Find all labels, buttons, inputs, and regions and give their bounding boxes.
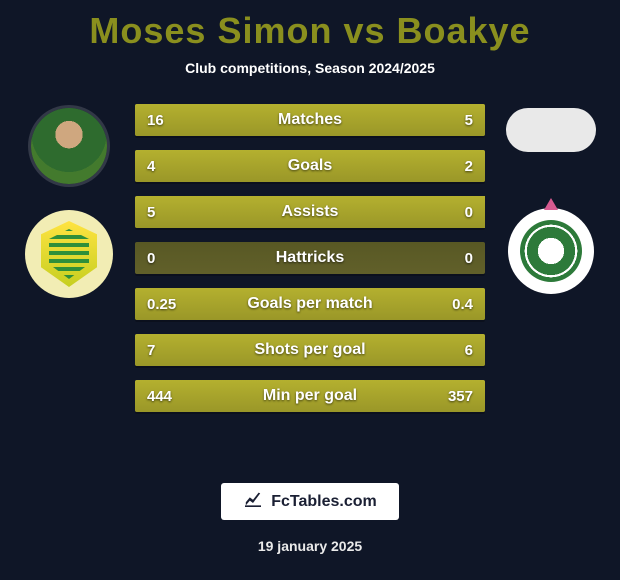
stat-row: 5Assists0 [135, 196, 485, 228]
stat-label: Matches [202, 111, 418, 129]
stat-left-value: 0.25 [147, 296, 202, 313]
club-left-badge [25, 210, 113, 298]
player-left-column [9, 104, 129, 298]
branding-text: FcTables.com [271, 493, 377, 511]
stat-label: Hattricks [202, 249, 418, 267]
club-right-badge [508, 208, 594, 294]
stat-label: Min per goal [202, 387, 418, 405]
player-left-avatar [31, 108, 107, 184]
club-left-crest-icon [41, 221, 97, 287]
stat-right-value: 0 [418, 250, 473, 267]
stat-right-value: 357 [418, 388, 473, 405]
stat-right-value: 0 [418, 204, 473, 221]
date-text: 19 january 2025 [0, 538, 620, 554]
stat-left-value: 5 [147, 204, 202, 221]
stat-left-value: 444 [147, 388, 202, 405]
stat-right-value: 0.4 [418, 296, 473, 313]
comparison-panel: 16Matches54Goals25Assists00Hattricks00.2… [0, 104, 620, 412]
stat-row: 16Matches5 [135, 104, 485, 136]
stat-row: 4Goals2 [135, 150, 485, 182]
stat-row: 444Min per goal357 [135, 380, 485, 412]
stat-left-value: 4 [147, 158, 202, 175]
subtitle: Club competitions, Season 2024/2025 [0, 60, 620, 76]
stat-left-value: 7 [147, 342, 202, 359]
stat-right-value: 2 [418, 158, 473, 175]
stat-label: Assists [202, 203, 418, 221]
branding-badge[interactable]: FcTables.com [221, 483, 399, 520]
player-right-column [491, 104, 611, 294]
stat-left-value: 16 [147, 112, 202, 129]
club-right-crest-icon [520, 220, 582, 282]
stats-list: 16Matches54Goals25Assists00Hattricks00.2… [135, 104, 485, 412]
chart-icon [243, 491, 263, 512]
stat-label: Goals [202, 157, 418, 175]
stat-row: 0Hattricks0 [135, 242, 485, 274]
footer: FcTables.com 19 january 2025 [0, 465, 620, 580]
stat-right-value: 5 [418, 112, 473, 129]
stat-row: 0.25Goals per match0.4 [135, 288, 485, 320]
player-right-avatar [506, 108, 596, 152]
stat-label: Shots per goal [202, 341, 418, 359]
stat-label: Goals per match [202, 295, 418, 313]
stat-left-value: 0 [147, 250, 202, 267]
page-title: Moses Simon vs Boakye [0, 0, 620, 52]
stat-right-value: 6 [418, 342, 473, 359]
stat-row: 7Shots per goal6 [135, 334, 485, 366]
